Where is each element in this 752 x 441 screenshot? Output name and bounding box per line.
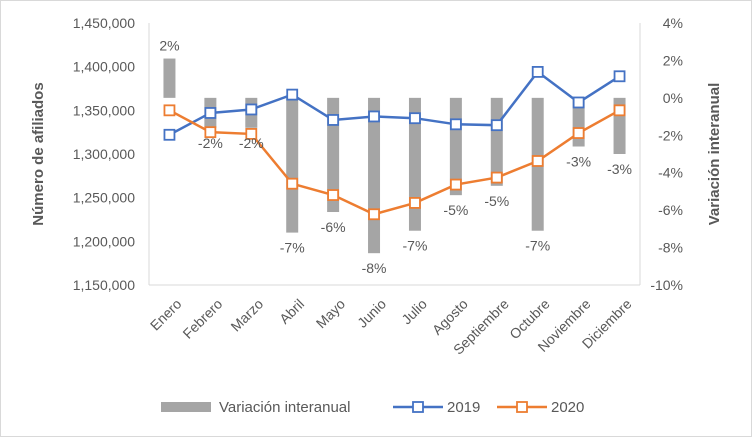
point-2019 [531, 66, 544, 78]
point-2020 [286, 177, 299, 190]
right-tick-label: -8% [658, 240, 683, 256]
legend-label-2020: 2020 [551, 399, 584, 416]
bar-data-label: -7% [525, 238, 550, 254]
x-category-label: Junio [354, 296, 389, 331]
legend-item-2020: 2020 [497, 399, 584, 416]
bar-data-label: -2% [198, 135, 223, 151]
legend-swatch-bar [161, 402, 211, 412]
point-2020 [613, 104, 626, 117]
bar-data-label: -8% [362, 260, 387, 276]
point-2020 [163, 104, 176, 117]
right-tick-label: -10% [650, 277, 683, 293]
left-tick-label: 1,150,000 [73, 277, 135, 293]
point-2020 [490, 171, 503, 184]
bar-data-labels: 2% -2% -2% -7% -6% -8% -7% -5% -5% -7% -3% -3% [159, 38, 632, 277]
variacion-bar [286, 97, 299, 233]
point-2020 [572, 127, 585, 139]
plot-area [148, 23, 641, 286]
bar-data-label: -2% [239, 135, 264, 151]
point-2019 [286, 88, 299, 101]
left-tick-label: 1,250,000 [73, 190, 135, 206]
legend-marker-2020 [516, 401, 528, 413]
right-axis-ticks: -10% -8% -6% -4% -2% 0% 2% 4% [650, 15, 683, 293]
x-category-label: Julio [398, 296, 430, 328]
right-tick-label: 0% [663, 90, 683, 106]
left-tick-label: 1,450,000 [73, 15, 135, 31]
right-axis-title: Variación interanual [706, 83, 723, 226]
right-tick-label: -2% [658, 127, 683, 143]
x-category-label: Abril [276, 296, 307, 327]
point-2019 [449, 118, 462, 131]
x-category-label: Enero [147, 296, 185, 334]
point-2019 [327, 114, 340, 126]
legend-marker-2019 [412, 401, 424, 413]
point-2020 [327, 189, 340, 201]
left-axis-ticks: 1,150,000 1,200,000 1,250,000 1,300,000 1,35… [73, 15, 135, 293]
bar-series-group [163, 58, 626, 254]
legend-label-bar: Variación interanual [219, 399, 350, 416]
bar-data-label: 2% [159, 38, 179, 54]
point-2019 [409, 112, 421, 125]
point-2019 [245, 103, 258, 116]
bar-data-label: -6% [321, 219, 346, 235]
legend-label-2019: 2019 [447, 399, 480, 416]
variacion-bar [163, 58, 176, 98]
right-tick-label: -4% [658, 165, 683, 181]
right-tick-label: 4% [663, 15, 683, 31]
point-2019 [204, 107, 217, 119]
left-axis-title: Número de afiliados [30, 82, 47, 225]
x-category-label: Mayo [313, 296, 349, 332]
x-category-label: Febrero [179, 296, 225, 342]
legend-item-bar: Variación interanual [161, 399, 350, 416]
bar-data-label: -7% [280, 240, 305, 256]
left-tick-label: 1,200,000 [73, 233, 135, 249]
left-tick-label: 1,300,000 [73, 146, 135, 162]
line-series-2019 [168, 70, 621, 136]
point-2020 [449, 178, 462, 191]
line-series-2020 [168, 109, 621, 216]
point-2020 [409, 197, 421, 209]
point-2020 [368, 208, 380, 221]
point-2019 [490, 119, 503, 132]
variacion-bar [327, 97, 340, 213]
bar-data-label: -5% [484, 193, 509, 209]
line-series-group [163, 66, 626, 221]
right-tick-label: -6% [658, 202, 683, 218]
bar-data-label: -3% [607, 161, 632, 177]
x-category-label: Marzo [228, 296, 267, 335]
bar-data-label: -3% [566, 154, 591, 170]
point-2019 [368, 110, 380, 123]
bar-data-label: -7% [403, 238, 428, 254]
point-2019 [572, 96, 585, 109]
legend: Variación interanual 2019 2020 [161, 399, 584, 416]
point-2019 [613, 70, 626, 83]
left-tick-label: 1,400,000 [73, 59, 135, 75]
point-2020 [531, 155, 544, 167]
point-2020 [245, 128, 258, 140]
point-2020 [204, 126, 217, 139]
point-2019 [163, 128, 176, 141]
bar-data-label: -5% [443, 202, 468, 218]
legend-item-2019: 2019 [393, 399, 480, 416]
right-tick-label: 2% [663, 52, 683, 68]
left-tick-label: 1,350,000 [73, 102, 135, 118]
